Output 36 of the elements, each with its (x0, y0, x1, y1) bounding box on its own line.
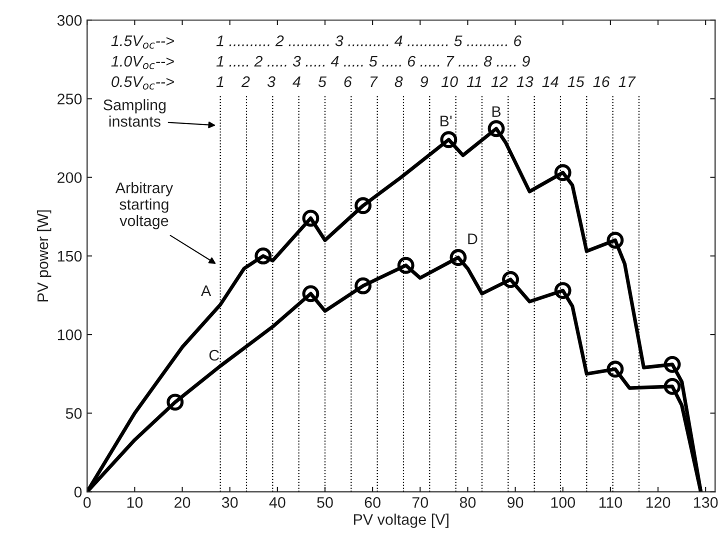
annotation: D (468, 234, 478, 244)
x-axis-title: PV voltage [V] (354, 514, 448, 528)
annotation: 1 ..... 2 ..... 3 ..... 4 ..... 5 ..... 6 ..... 7 ..... 8 ..... 9 (216, 56, 530, 67)
x-tick-label: 20 (174, 497, 190, 508)
y-tick-label: 0 (74, 486, 82, 498)
annotation: A (200, 286, 212, 296)
annotation: 0.5V$_{oc}$--> (112, 76, 174, 90)
x-tick-label: 120 (646, 497, 670, 508)
x-tick-label: 40 (269, 497, 286, 508)
y-tick-label: 200 (58, 172, 82, 184)
x-tick-label: 60 (364, 497, 380, 508)
y-tick-label: 150 (58, 250, 82, 262)
y-tick-label: 50 (66, 408, 82, 419)
x-tick-label: 30 (222, 497, 238, 508)
x-tick-label: 130 (694, 497, 718, 508)
annotation: 1.5V$_{oc}$--> (111, 36, 174, 49)
x-tick-label: 50 (317, 497, 333, 508)
y-tick-label: 300 (57, 14, 82, 26)
annotation: Sampling instants (104, 99, 166, 127)
annotation: 1 2 3 4 5 6 7 8 9 10 11 12 13 14 15 16 17 (216, 76, 636, 88)
annotation: B (492, 106, 501, 117)
annotation: B' (440, 116, 452, 126)
annotation: 1 .......... 2 .......... 3 .......... 4 .......... 5 .......... 6 (216, 35, 522, 46)
annotation: C (209, 350, 220, 361)
x-tick-label: 110 (599, 497, 622, 508)
x-tick-label: 90 (508, 497, 524, 508)
x-tick-label: 0 (83, 497, 91, 508)
x-tick-label: 80 (460, 497, 476, 508)
y-tick-label: 100 (58, 329, 82, 340)
x-tick-label: 100 (551, 497, 576, 508)
annotation: 1.0V$_{oc}$--> (111, 56, 174, 70)
y-axis-title: PV power [W] (36, 210, 52, 302)
x-tick-label: 70 (412, 497, 428, 508)
x-tick-label: 10 (127, 497, 143, 508)
y-tick-label: 250 (58, 94, 82, 104)
annotation: Arbitrary starting voltage (115, 182, 174, 230)
